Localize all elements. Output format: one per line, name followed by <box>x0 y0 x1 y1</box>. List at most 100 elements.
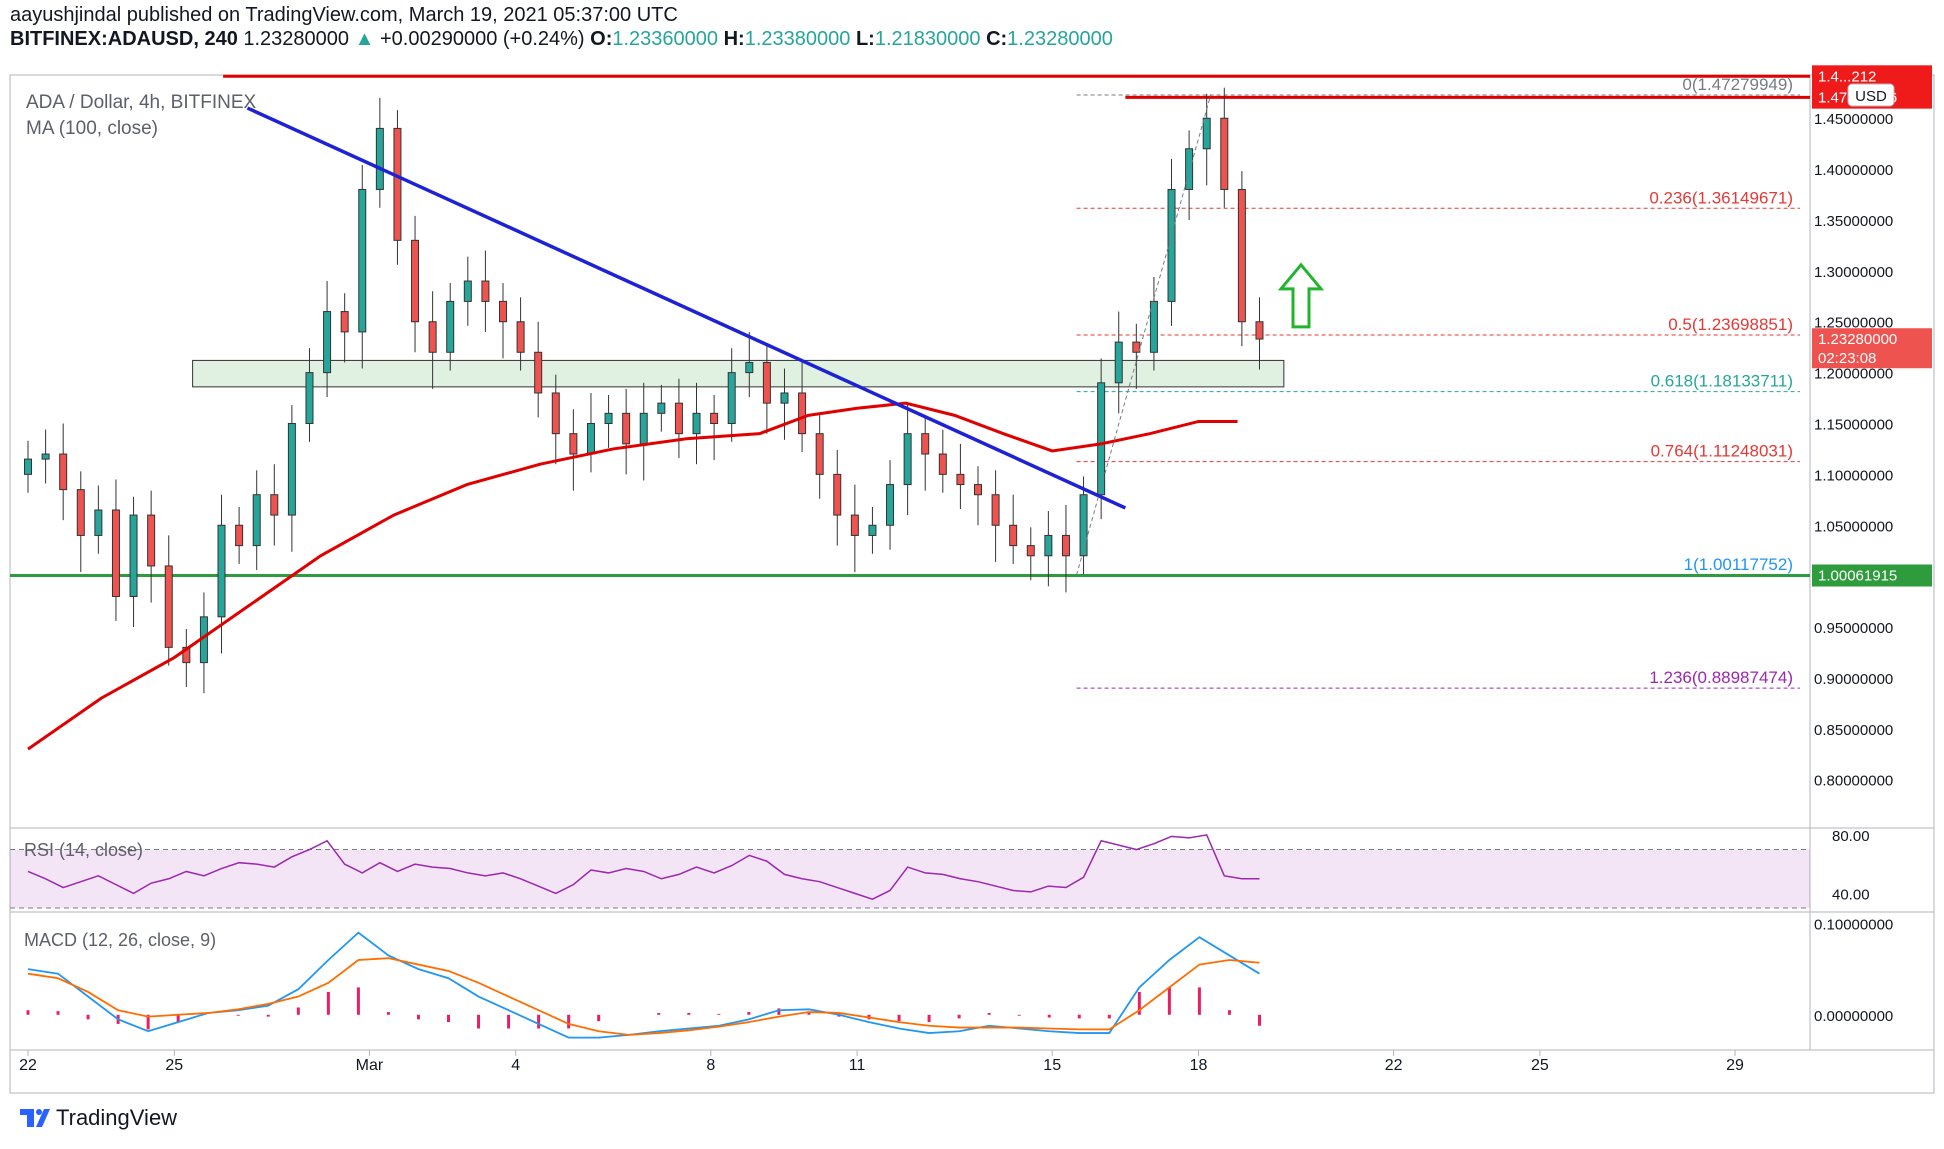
candle <box>498 283 507 359</box>
candle-body <box>393 127 402 241</box>
candle-body <box>1237 188 1246 323</box>
candle-body <box>1149 300 1158 353</box>
time-tick-label: 4 <box>511 1057 520 1074</box>
symbol-line: BITFINEX:ADAUSD, 240 1.23280000 ▲ +0.002… <box>10 28 1113 51</box>
candle <box>463 256 472 326</box>
price-tag-label: 1.23280000 <box>1818 331 1897 348</box>
price-tick-label: 1.15000000 <box>1814 417 1893 434</box>
candle <box>833 449 842 546</box>
candle-body <box>938 453 947 475</box>
candle <box>622 388 631 475</box>
candle <box>1009 494 1018 564</box>
candle-body <box>164 565 173 648</box>
candle-body <box>428 321 437 353</box>
time-tick-label: 22 <box>1385 1057 1403 1074</box>
candle-body <box>270 494 279 516</box>
candle-body <box>973 484 982 496</box>
candle-body <box>604 412 613 424</box>
candle-body <box>833 473 842 516</box>
rsi-line <box>27 834 1260 901</box>
price-tag-label: 1.00061915 <box>1818 568 1897 585</box>
open-label: O: <box>590 28 613 50</box>
price-tag-label: 1.4...212 <box>1818 68 1876 85</box>
ma100-line <box>27 401 1238 751</box>
candle <box>323 281 332 398</box>
tradingview-logo[interactable]: TradingView <box>20 1105 177 1131</box>
fib-level-label: 1(1.00117752) <box>1684 555 1793 574</box>
candle <box>94 485 103 554</box>
candle <box>1132 323 1141 389</box>
high-label: H: <box>723 28 745 50</box>
candle <box>780 368 789 440</box>
low-value: 1.21830000 <box>874 28 981 50</box>
candle-body <box>657 402 666 414</box>
candle-body <box>1220 117 1229 190</box>
candle-body <box>235 524 244 547</box>
candle <box>903 403 912 516</box>
candle <box>411 215 420 353</box>
candle <box>586 392 595 473</box>
candle-body <box>516 321 525 353</box>
fib-level-label: 1.236(0.88987474) <box>1649 668 1793 687</box>
price-tick-label: 0.90000000 <box>1814 671 1893 688</box>
candle <box>1237 171 1246 347</box>
time-tick-label: 22 <box>19 1057 37 1074</box>
descending-trend-line <box>246 106 1127 510</box>
rsi-band <box>10 849 1810 908</box>
candle <box>727 348 736 442</box>
candle-body <box>798 392 807 435</box>
candle <box>973 466 982 526</box>
macd-tick-label: 0.00000000 <box>1814 1008 1893 1025</box>
publisher-line: aayushjindal published on TradingView.co… <box>10 4 678 26</box>
candle <box>129 496 138 628</box>
candle <box>569 409 578 491</box>
tradingview-brand: TradingView <box>56 1105 178 1130</box>
candle <box>674 378 683 459</box>
price-tick-label: 0.95000000 <box>1814 620 1893 637</box>
price-tick-label: 1.25000000 <box>1814 315 1893 332</box>
candle <box>745 331 754 398</box>
price-tag <box>1812 564 1932 587</box>
candle-body <box>569 433 578 455</box>
price-tick-label: 1.40000000 <box>1814 162 1893 179</box>
last-price: 1.23280000 <box>243 28 350 50</box>
candle-body <box>59 453 68 491</box>
candle-body <box>1009 524 1018 547</box>
candle <box>217 494 226 654</box>
candle-body <box>921 433 930 455</box>
rsi-tick-label: 40.00 <box>1832 886 1870 903</box>
candle <box>1167 158 1176 326</box>
time-tick-label: 18 <box>1190 1057 1208 1074</box>
candle <box>516 297 525 371</box>
candle <box>393 110 402 265</box>
chart-title: ADA / Dollar, 4h, BITFINEX <box>26 92 257 113</box>
chart-frame <box>9 74 1935 1094</box>
candle <box>147 490 156 603</box>
candle <box>428 291 437 389</box>
fib-connector-line <box>1076 94 1212 576</box>
candle-body <box>463 280 472 302</box>
time-tick-label: 8 <box>706 1057 715 1074</box>
fib-level-label: 0.236(1.36149671) <box>1649 188 1793 207</box>
candle <box>815 415 824 499</box>
time-tick-label: 11 <box>849 1057 866 1074</box>
price-tick-label: 1.05000000 <box>1814 518 1893 535</box>
price-tick-label: 0.80000000 <box>1814 773 1893 790</box>
candle-body <box>674 402 683 435</box>
candle <box>287 405 296 552</box>
candle-body <box>498 300 507 323</box>
candle <box>375 97 384 208</box>
candle-body <box>1202 117 1211 150</box>
price-change: +0.00290000 (+0.24%) <box>379 28 585 50</box>
up-triangle-icon: ▲ <box>354 28 375 50</box>
candle-body <box>1167 188 1176 302</box>
candle-body <box>111 509 120 597</box>
fib-level-label: 0.764(1.11248031) <box>1651 442 1793 461</box>
open-value: 1.23360000 <box>612 28 719 50</box>
price-tick-label: 1.45000000 <box>1814 111 1893 128</box>
currency-label: USD <box>1855 88 1887 105</box>
candle <box>551 374 560 465</box>
candle <box>1255 297 1264 370</box>
candle-body <box>1255 321 1264 340</box>
